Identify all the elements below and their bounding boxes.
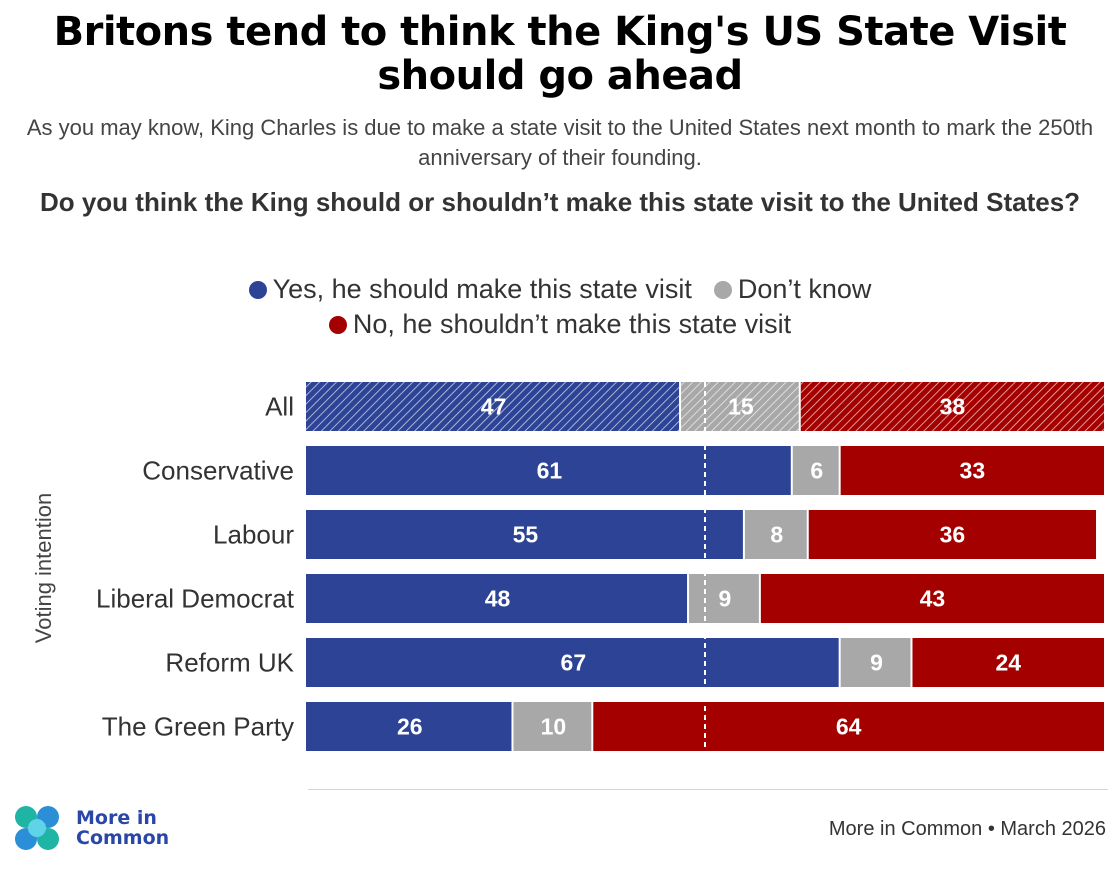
bar-hatch-all-yes <box>306 382 680 431</box>
legend-swatch-dont-know <box>713 280 732 299</box>
legend-item-dont-know: Don’t know <box>713 272 872 307</box>
data-label-liberal-democrat-no: 43 <box>920 586 946 612</box>
bar-the-green-party-dont-know <box>513 702 592 751</box>
data-label-conservative-no: 33 <box>960 458 986 484</box>
data-label-reform-uk-dont-know: 9 <box>870 650 883 676</box>
data-label-conservative-yes: 61 <box>537 458 563 484</box>
legend-swatch-no <box>328 315 347 334</box>
bar-conservative-dont-know <box>792 446 839 495</box>
data-label-reform-uk-no: 24 <box>995 650 1021 676</box>
stacked-bar-chart: All 47 15 38 Conservative 61 6 33 Labour 55 8 36 Lib… <box>96 382 1104 751</box>
survey-question: Do you think the King should or shouldn’… <box>39 187 1081 217</box>
legend-item-no: No, he shouldn’t make this state visit <box>328 307 792 342</box>
data-label-the-green-party-yes: 26 <box>397 714 423 740</box>
legend-row-2: No, he shouldn’t make this state visit <box>0 307 1120 342</box>
data-label-reform-uk-yes: 67 <box>561 650 587 676</box>
bar-conservative-yes <box>306 446 791 495</box>
category-label-reform-uk: Reform UK <box>165 648 294 678</box>
source-credit: More in Common • March 2026 <box>828 818 1106 840</box>
data-label-labour-dont-know: 8 <box>770 522 783 548</box>
bar-conservative-no <box>840 446 1104 495</box>
bar-labour-yes <box>306 510 743 559</box>
footer-divider <box>308 789 1108 790</box>
data-label-liberal-democrat-yes: 48 <box>485 586 511 612</box>
category-label-all: All <box>265 392 294 422</box>
data-label-all-no: 38 <box>940 394 966 420</box>
bar-the-green-party-no <box>593 702 1104 751</box>
bar-hatch-all-dont-know <box>681 382 799 431</box>
bar-labour-dont-know <box>744 510 807 559</box>
category-label-liberal-democrat: Liberal Democrat <box>96 584 295 614</box>
chart-legend: Yes, he should make this state visit Don… <box>0 272 1120 342</box>
legend-label-yes: Yes, he should make this state visit <box>272 274 692 304</box>
data-label-labour-yes: 55 <box>513 522 539 548</box>
chart-title: Britons tend to think the King's US Stat… <box>0 10 1120 98</box>
data-label-labour-no: 36 <box>940 522 966 548</box>
category-label-conservative: Conservative <box>142 456 294 486</box>
chart-title-line1: Britons tend to think the King's US Stat… <box>53 9 1067 55</box>
data-label-all-yes: 47 <box>481 394 507 420</box>
category-label-labour: Labour <box>213 520 294 550</box>
brand-name-line2: Common <box>76 827 170 849</box>
data-label-the-green-party-no: 64 <box>836 714 862 740</box>
bar-liberal-democrat-no <box>760 574 1104 623</box>
bar-liberal-democrat-yes <box>306 574 688 623</box>
bar-liberal-democrat-dont-know <box>689 574 759 623</box>
more-in-common-logo-icon <box>15 806 59 850</box>
brand-logo: More in Common <box>12 803 169 853</box>
legend-swatch-yes <box>248 280 267 299</box>
data-label-the-green-party-dont-know: 10 <box>541 714 567 740</box>
brand-name-line1: More in <box>76 807 157 829</box>
chart-title-line2: should go ahead <box>377 53 743 99</box>
category-label-the-green-party: The Green Party <box>102 712 294 742</box>
legend-label-dont-know: Don’t know <box>737 274 872 304</box>
bar-hatch-all-no <box>800 382 1104 431</box>
legend-row-1: Yes, he should make this state visit Don… <box>0 272 1120 307</box>
legend-item-yes: Yes, he should make this state visit <box>248 272 692 307</box>
bar-the-green-party-yes <box>306 702 512 751</box>
bar-reform-uk-dont-know <box>840 638 911 687</box>
legend-label-no: No, he shouldn’t make this state visit <box>352 309 792 339</box>
data-label-conservative-dont-know: 6 <box>810 458 823 484</box>
bar-reform-uk-no <box>912 638 1104 687</box>
bar-labour-no <box>808 510 1097 559</box>
chart-subtitle: As you may know, King Charles is due to … <box>26 115 1094 170</box>
data-label-liberal-democrat-dont-know: 9 <box>719 586 732 612</box>
bar-reform-uk-yes <box>306 638 839 687</box>
data-label-all-dont-know: 15 <box>728 394 754 420</box>
brand-name: More in Common <box>76 808 169 848</box>
